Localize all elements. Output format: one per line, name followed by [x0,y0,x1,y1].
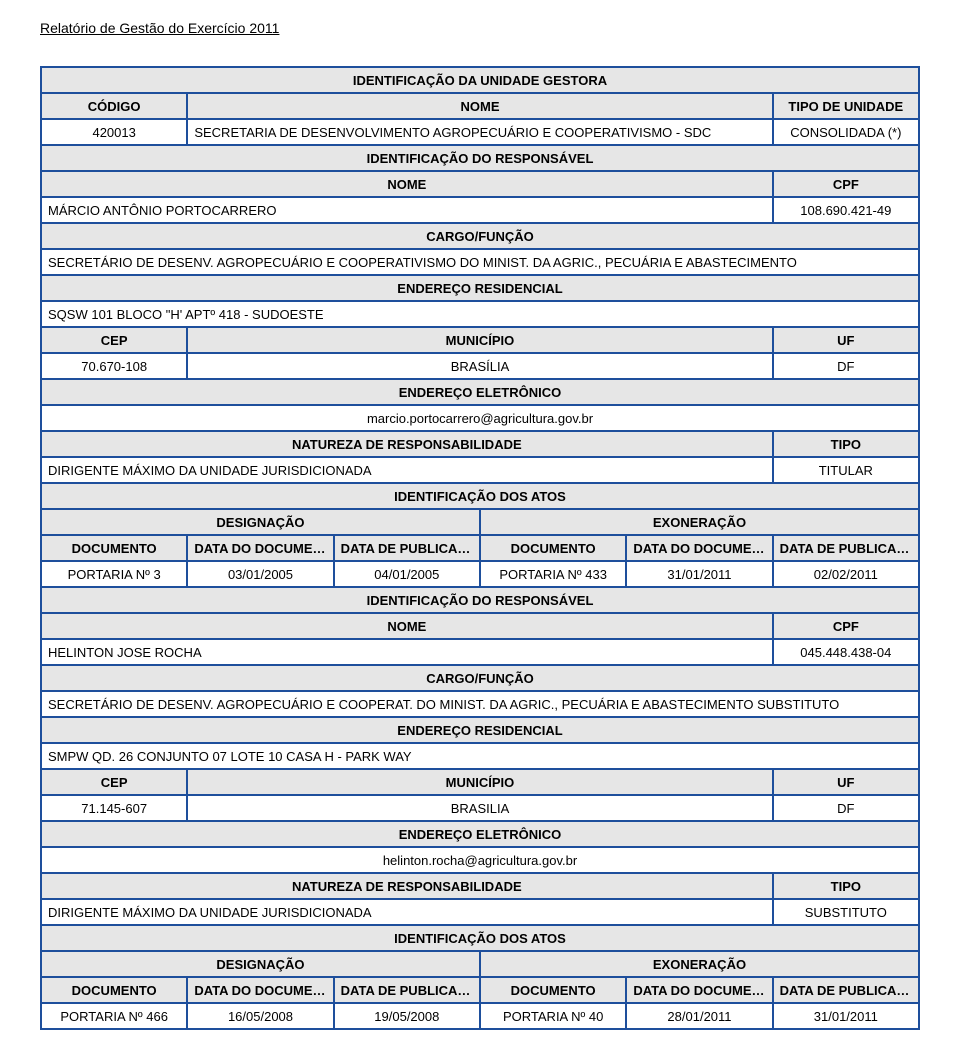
th-desig-r2: DESIGNAÇÃO [41,951,480,977]
val-nome-unidade: SECRETARIA DE DESENVOLVIMENTO AGROPECUÁR… [187,119,772,145]
val-cargo-r2: SECRETÁRIO DE DESENV. AGROPECUÁRIO E COO… [41,691,919,717]
val-nat-r2: DIRIGENTE MÁXIMO DA UNIDADE JURISDICIONA… [41,899,773,925]
val-cargo-r1: SECRETÁRIO DE DESENV. AGROPECUÁRIO E COO… [41,249,919,275]
val-uf-r1: DF [773,353,919,379]
th-tipo-r2: TIPO [773,873,919,899]
val-end-res-r2: SMPW QD. 26 CONJUNTO 07 LOTE 10 CASA H -… [41,743,919,769]
val-mun-r2: BRASILIA [187,795,772,821]
section-unidade: IDENTIFICAÇÃO DA UNIDADE GESTORA [41,67,919,93]
val-tipo-r1: TITULAR [773,457,919,483]
val-datapub-e-r2: 31/01/2011 [773,1003,919,1029]
identification-table: IDENTIFICAÇÃO DA UNIDADE GESTORA CÓDIGO … [40,66,920,1030]
val-datadoc-e-r1: 31/01/2011 [626,561,772,587]
th-cargo-r1: CARGO/FUNÇÃO [41,223,919,249]
val-doc-d-r2: PORTARIA Nº 466 [41,1003,187,1029]
th-exon-r1: EXONERAÇÃO [480,509,919,535]
val-tipo-r2: SUBSTITUTO [773,899,919,925]
th-mun-r1: MUNICÍPIO [187,327,772,353]
val-datadoc-d-r1: 03/01/2005 [187,561,333,587]
section-resp2: IDENTIFICAÇÃO DO RESPONSÁVEL [41,587,919,613]
th-datadoc-e-r1: DATA DO DOCUMENTO [626,535,772,561]
th-nat-r2: NATUREZA DE RESPONSABILIDADE [41,873,773,899]
val-email-r2: helinton.rocha@agricultura.gov.br [41,847,919,873]
th-datadoc-d-r1: DATA DO DOCUMENTO [187,535,333,561]
th-datapub-e-r1: DATA DE PUBLICAÇÃO [773,535,919,561]
th-end-res-r2: ENDEREÇO RESIDENCIAL [41,717,919,743]
th-nome-r2: NOME [41,613,773,639]
th-cargo-r2: CARGO/FUNÇÃO [41,665,919,691]
val-datapub-d-r1: 04/01/2005 [334,561,480,587]
th-cep-r2: CEP [41,769,187,795]
th-uf-r1: UF [773,327,919,353]
th-mun-r2: MUNICÍPIO [187,769,772,795]
val-nome-r2: HELINTON JOSE ROCHA [41,639,773,665]
th-nome-r1: NOME [41,171,773,197]
val-doc-e-r2: PORTARIA Nº 40 [480,1003,626,1029]
th-codigo: CÓDIGO [41,93,187,119]
val-datapub-d-r2: 19/05/2008 [334,1003,480,1029]
th-uf-r2: UF [773,769,919,795]
val-doc-e-r1: PORTARIA Nº 433 [480,561,626,587]
th-datapub-d-r1: DATA DE PUBLICAÇÃO [334,535,480,561]
th-datapub-e-r2: DATA DE PUBLICAÇÃO [773,977,919,1003]
section-atos-r2: IDENTIFICAÇÃO DOS ATOS [41,925,919,951]
th-exon-r2: EXONERAÇÃO [480,951,919,977]
val-datadoc-d-r2: 16/05/2008 [187,1003,333,1029]
th-datadoc-e-r2: DATA DO DOCUMENTO [626,977,772,1003]
val-cpf-r1: 108.690.421-49 [773,197,919,223]
th-doc-d-r1: DOCUMENTO [41,535,187,561]
th-doc-d-r2: DOCUMENTO [41,977,187,1003]
val-cep-r1: 70.670-108 [41,353,187,379]
th-tipo-unidade: TIPO DE UNIDADE [773,93,919,119]
val-nat-r1: DIRIGENTE MÁXIMO DA UNIDADE JURISDICIONA… [41,457,773,483]
th-end-ele-r2: ENDEREÇO ELETRÔNICO [41,821,919,847]
val-mun-r1: BRASÍLIA [187,353,772,379]
th-tipo-r1: TIPO [773,431,919,457]
section-atos-r1: IDENTIFICAÇÃO DOS ATOS [41,483,919,509]
val-email-r1: marcio.portocarrero@agricultura.gov.br [41,405,919,431]
th-cpf-r1: CPF [773,171,919,197]
th-datadoc-d-r2: DATA DO DOCUMENTO [187,977,333,1003]
th-end-res-r1: ENDEREÇO RESIDENCIAL [41,275,919,301]
val-end-res-r1: SQSW 101 BLOCO "H' APTº 418 - SUDOESTE [41,301,919,327]
th-cpf-r2: CPF [773,613,919,639]
section-resp1: IDENTIFICAÇÃO DO RESPONSÁVEL [41,145,919,171]
val-nome-r1: MÁRCIO ANTÔNIO PORTOCARRERO [41,197,773,223]
val-uf-r2: DF [773,795,919,821]
th-end-ele-r1: ENDEREÇO ELETRÔNICO [41,379,919,405]
th-datapub-d-r2: DATA DE PUBLICAÇÃO [334,977,480,1003]
val-cpf-r2: 045.448.438-04 [773,639,919,665]
th-doc-e-r2: DOCUMENTO [480,977,626,1003]
th-nome: NOME [187,93,772,119]
val-datapub-e-r1: 02/02/2011 [773,561,919,587]
th-cep-r1: CEP [41,327,187,353]
val-datadoc-e-r2: 28/01/2011 [626,1003,772,1029]
report-title: Relatório de Gestão do Exercício 2011 [40,20,920,36]
th-doc-e-r1: DOCUMENTO [480,535,626,561]
th-nat-r1: NATUREZA DE RESPONSABILIDADE [41,431,773,457]
val-tipo-unidade: CONSOLIDADA (*) [773,119,919,145]
val-cep-r2: 71.145-607 [41,795,187,821]
val-codigo: 420013 [41,119,187,145]
th-desig-r1: DESIGNAÇÃO [41,509,480,535]
val-doc-d-r1: PORTARIA Nº 3 [41,561,187,587]
